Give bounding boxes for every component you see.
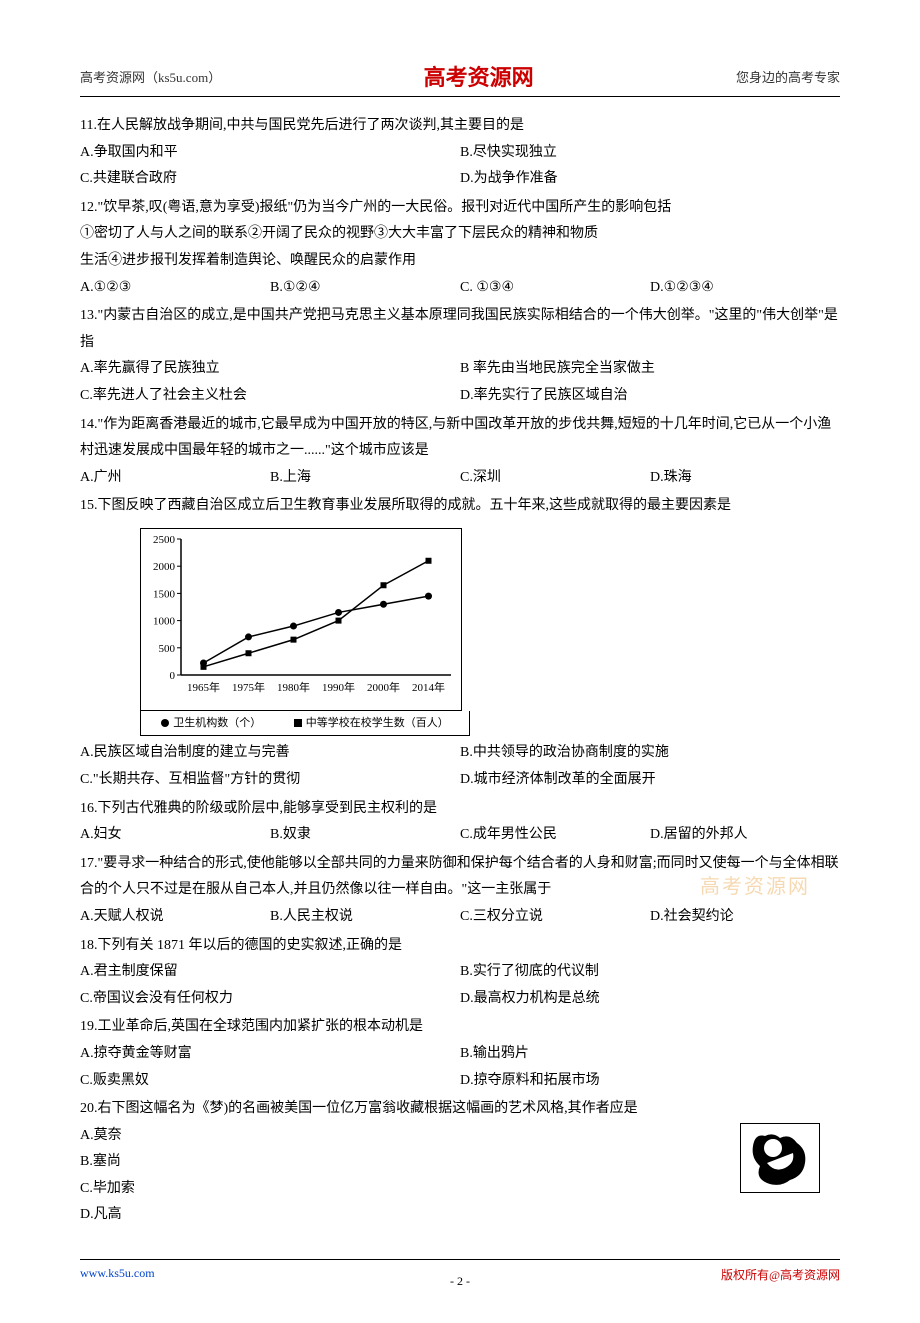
- q12: 12."饮早茶,叹(粤语,意为享受)报纸"仍为当今广州的一大民俗。报刊对近代中国…: [80, 195, 840, 301]
- svg-text:1500: 1500: [153, 588, 176, 600]
- q14-stem: 14."作为距离香港最近的城市,它最早成为中国开放的特区,与新中国改革开放的步伐…: [80, 412, 840, 465]
- q11-opt-a: A.争取国内和平: [80, 140, 460, 167]
- q15-opt-a: A.民族区域自治制度的建立与完善: [80, 740, 460, 767]
- svg-text:1975年: 1975年: [232, 680, 265, 694]
- q15-opt-b: B.中共领导的政治协商制度的实施: [460, 740, 840, 767]
- q16-stem: 16.下列古代雅典的阶级或阶层中,能够享受到民主权利的是: [80, 796, 840, 823]
- legend-item-2: 中等学校在校学生数（百人）: [294, 713, 449, 734]
- footer-url: www.ks5u.com: [80, 1266, 155, 1283]
- svg-text:2014年: 2014年: [412, 680, 445, 694]
- q14-opt-a: A.广州: [80, 465, 270, 492]
- svg-text:1990年: 1990年: [322, 680, 355, 694]
- q13-stem: 13."内蒙古自治区的成立,是中国共产党把马克思主义基本原理同我国民族实际相结合…: [80, 303, 840, 356]
- header-logo: 高考资源网: [424, 60, 534, 92]
- q13-opt-d: D.率先实行了民族区域自治: [460, 383, 840, 410]
- q15-stem: 15.下图反映了西藏自治区成立后卫生教育事业发展所取得的成就。五十年来,这些成就…: [80, 493, 840, 520]
- q11-opt-b: B.尽快实现独立: [460, 140, 840, 167]
- q18-opt-d: D.最高权力机构是总统: [460, 986, 840, 1013]
- q20-opt-a: A.莫奈: [80, 1123, 840, 1150]
- q11: 11.在人民解放战争期间,中共与国民党先后进行了两次谈判,其主要目的是 A.争取…: [80, 113, 840, 193]
- q12-stem1: 12."饮早茶,叹(粤语,意为享受)报纸"仍为当今广州的一大民俗。报刊对近代中国…: [80, 195, 840, 222]
- q20-opt-d: D.凡高: [80, 1202, 840, 1229]
- q16-opt-a: A.妇女: [80, 822, 270, 849]
- q19-opt-c: C.贩卖黑奴: [80, 1068, 460, 1095]
- chart-legend: 卫生机构数（个） 中等学校在校学生数（百人）: [140, 711, 470, 737]
- legend-item-1: 卫生机构数（个）: [161, 713, 261, 734]
- page-header: 高考资源网（ks5u.com） 高考资源网 您身边的高考专家: [80, 60, 840, 97]
- q12-opt-b: B.①②④: [270, 275, 460, 302]
- svg-text:1965年: 1965年: [187, 680, 220, 694]
- q11-opt-d: D.为战争作准备: [460, 166, 840, 193]
- header-left: 高考资源网（ks5u.com）: [80, 67, 221, 86]
- q11-opt-c: C.共建联合政府: [80, 166, 460, 193]
- q15-opt-d: D.城市经济体制改革的全面展开: [460, 767, 840, 794]
- chart-svg: 0 500 1000 1500 2000 2500 1965年 1975年 1980年 1990年…: [141, 529, 461, 699]
- q17-opt-d: D.社会契约论: [650, 904, 840, 931]
- svg-text:1980年: 1980年: [277, 680, 310, 694]
- q17-opt-a: A.天赋人权说: [80, 904, 270, 931]
- q19: 19.工业革命后,英国在全球范围内加紧扩张的根本动机是 A.掠夺黄金等财富 B.…: [80, 1014, 840, 1094]
- q20-stem: 20.右下图这幅名为《梦)的名画被美国一位亿万富翁收藏根据这幅画的艺术风格,其作…: [80, 1096, 840, 1123]
- square-icon: [294, 719, 302, 727]
- q12-line3: 生活④进步报刊发挥着制造舆论、唤醒民众的启蒙作用: [80, 248, 840, 275]
- svg-text:500: 500: [159, 643, 176, 655]
- q16-opt-d: D.居留的外邦人: [650, 822, 840, 849]
- q17-opt-c: C.三权分立说: [460, 904, 650, 931]
- q12-line2: ①密切了人与人之间的联系②开阔了民众的视野③大大丰富了下层民众的精神和物质: [80, 221, 840, 248]
- q18-opt-c: C.帝国议会没有任何权力: [80, 986, 460, 1013]
- legend-2-label: 中等学校在校学生数（百人）: [306, 713, 449, 734]
- q15-chart: 0 500 1000 1500 2000 2500 1965年 1975年 1980年 1990年…: [140, 528, 840, 736]
- q19-opt-d: D.掠夺原料和拓展市场: [460, 1068, 840, 1095]
- q19-opt-b: B.输出鸦片: [460, 1041, 840, 1068]
- q12-opt-d: D.①②③④: [650, 275, 840, 302]
- q18: 18.下列有关 1871 年以后的德国的史实叙述,正确的是 A.君主制度保留 B…: [80, 933, 840, 1013]
- page-footer: www.ks5u.com - 2 - 版权所有@高考资源网: [80, 1259, 840, 1283]
- circle-icon: [161, 719, 169, 727]
- q14-opt-c: C.深圳: [460, 465, 650, 492]
- footer-right: 版权所有@高考资源网: [721, 1266, 840, 1283]
- q14-opt-d: D.珠海: [650, 465, 840, 492]
- q14: 14."作为距离香港最近的城市,它最早成为中国开放的特区,与新中国改革开放的步伐…: [80, 412, 840, 492]
- header-right: 您身边的高考专家: [736, 67, 840, 86]
- svg-text:0: 0: [170, 670, 176, 682]
- q19-stem: 19.工业革命后,英国在全球范围内加紧扩张的根本动机是: [80, 1014, 840, 1041]
- q18-opt-b: B.实行了彻底的代议制: [460, 959, 840, 986]
- q15: 15.下图反映了西藏自治区成立后卫生教育事业发展所取得的成就。五十年来,这些成就…: [80, 493, 840, 793]
- q16-opt-b: B.奴隶: [270, 822, 460, 849]
- q12-opt-a: A.①②③: [80, 275, 270, 302]
- q11-stem: 11.在人民解放战争期间,中共与国民党先后进行了两次谈判,其主要目的是: [80, 113, 840, 140]
- q13-opt-a: A.率先赢得了民族独立: [80, 356, 460, 383]
- q13-opt-b: B 率先由当地民族完全当家做主: [460, 356, 840, 383]
- footer-page: - 2 -: [450, 1274, 470, 1289]
- q16-opt-c: C.成年男性公民: [460, 822, 650, 849]
- q16: 16.下列古代雅典的阶级或阶层中,能够享受到民主权利的是 A.妇女 B.奴隶 C…: [80, 796, 840, 849]
- watermark: 高考资源网: [700, 870, 810, 899]
- q18-opt-a: A.君主制度保留: [80, 959, 460, 986]
- q13: 13."内蒙古自治区的成立,是中国共产党把马克思主义基本原理同我国民族实际相结合…: [80, 303, 840, 409]
- svg-text:2000: 2000: [153, 561, 176, 573]
- svg-text:1000: 1000: [153, 616, 176, 628]
- q18-stem: 18.下列有关 1871 年以后的德国的史实叙述,正确的是: [80, 933, 840, 960]
- q17-opt-b: B.人民主权说: [270, 904, 460, 931]
- q20-opt-b: B.塞尚: [80, 1149, 840, 1176]
- q14-opt-b: B.上海: [270, 465, 460, 492]
- painting-thumbnail: [740, 1123, 820, 1193]
- q19-opt-a: A.掠夺黄金等财富: [80, 1041, 460, 1068]
- svg-text:2500: 2500: [153, 534, 176, 546]
- svg-text:2000年: 2000年: [367, 680, 400, 694]
- q13-opt-c: C.率先进人了社会主义杜会: [80, 383, 460, 410]
- q20-opt-c: C.毕加索: [80, 1176, 840, 1203]
- legend-1-label: 卫生机构数（个）: [173, 713, 261, 734]
- q15-opt-c: C."长期共存、互相监督"方针的贯彻: [80, 767, 460, 794]
- content-body: 11.在人民解放战争期间,中共与国民党先后进行了两次谈判,其主要目的是 A.争取…: [80, 113, 840, 1229]
- q20: 20.右下图这幅名为《梦)的名画被美国一位亿万富翁收藏根据这幅画的艺术风格,其作…: [80, 1096, 840, 1229]
- q12-opt-c: C. ①③④: [460, 275, 650, 302]
